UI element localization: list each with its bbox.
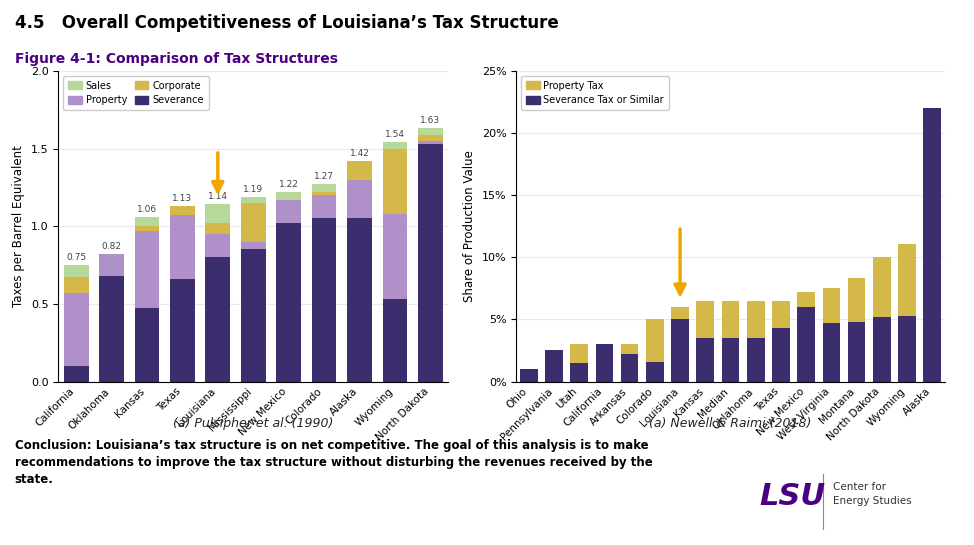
Bar <box>747 338 765 381</box>
Bar <box>772 328 790 381</box>
Bar <box>170 215 195 279</box>
Bar <box>898 316 916 381</box>
Bar <box>873 257 890 317</box>
Bar <box>520 369 538 382</box>
Bar <box>383 299 407 382</box>
Bar <box>545 350 563 381</box>
Text: Center for
Energy Studies: Center for Energy Studies <box>833 482 912 506</box>
Bar <box>170 279 195 382</box>
Text: 1.54: 1.54 <box>385 130 405 139</box>
Bar <box>798 292 815 307</box>
Bar <box>63 277 89 293</box>
Y-axis label: Taxes per Barrel Equivalent: Taxes per Barrel Equivalent <box>13 145 25 307</box>
Bar <box>312 195 336 219</box>
Bar <box>347 219 372 382</box>
Bar <box>571 344 588 363</box>
Bar <box>241 250 266 382</box>
Bar <box>722 301 739 338</box>
Bar <box>418 141 443 144</box>
Text: 1.14: 1.14 <box>207 192 228 201</box>
Bar <box>206 234 230 257</box>
Text: 0.82: 0.82 <box>101 242 122 251</box>
Bar <box>134 226 160 231</box>
Bar <box>134 231 160 308</box>
Bar <box>671 319 689 382</box>
Bar <box>847 322 865 381</box>
Bar <box>241 241 266 250</box>
Bar <box>99 254 124 276</box>
Bar <box>571 363 588 382</box>
Bar <box>798 307 815 382</box>
Bar <box>873 317 890 382</box>
Bar <box>206 257 230 382</box>
Bar <box>206 223 230 234</box>
Bar <box>620 354 639 381</box>
Text: 1.42: 1.42 <box>350 149 369 158</box>
Bar <box>312 219 336 382</box>
Bar <box>134 217 160 226</box>
Bar <box>696 338 714 381</box>
Bar <box>596 344 614 382</box>
Text: 1.27: 1.27 <box>314 172 334 181</box>
Bar <box>418 135 443 141</box>
Bar <box>241 197 266 203</box>
Text: 1.63: 1.63 <box>420 116 440 125</box>
Text: Conclusion: Louisiana’s tax structure is on net competitive. The goal of this an: Conclusion: Louisiana’s tax structure is… <box>15 439 653 486</box>
Bar <box>383 149 407 214</box>
Bar <box>383 142 407 149</box>
Legend: Sales, Property, Corporate, Severance: Sales, Property, Corporate, Severance <box>63 76 208 110</box>
Text: 0.75: 0.75 <box>66 253 87 262</box>
Bar <box>772 301 790 328</box>
Bar <box>277 223 301 382</box>
Bar <box>134 308 160 382</box>
Text: 1.13: 1.13 <box>172 194 193 203</box>
Bar <box>747 301 765 338</box>
Bar <box>206 204 230 223</box>
Bar <box>822 323 841 382</box>
Bar <box>347 180 372 219</box>
Bar <box>99 276 124 381</box>
Bar <box>418 144 443 382</box>
Bar <box>383 214 407 299</box>
Bar <box>646 362 663 381</box>
Text: 1.06: 1.06 <box>137 205 157 214</box>
Text: 1.22: 1.22 <box>279 180 299 189</box>
Bar <box>722 338 739 381</box>
Bar <box>277 192 301 200</box>
Bar <box>241 203 266 242</box>
Text: 4.5   Overall Competitiveness of Louisiana’s Tax Structure: 4.5 Overall Competitiveness of Louisiana… <box>15 14 558 32</box>
Text: LSU: LSU <box>760 482 826 511</box>
Bar <box>646 319 663 362</box>
Bar <box>898 244 916 316</box>
Bar <box>312 192 336 195</box>
Bar <box>418 128 443 135</box>
Bar <box>63 265 89 277</box>
Bar <box>847 278 865 322</box>
Text: Figure 4-1: Comparison of Tax Structures: Figure 4-1: Comparison of Tax Structures <box>15 52 338 66</box>
Bar <box>170 206 195 215</box>
Y-axis label: Share of Production Value: Share of Production Value <box>464 150 476 302</box>
Bar <box>671 307 689 319</box>
Legend: Property Tax, Severance Tax or Similar: Property Tax, Severance Tax or Similar <box>521 76 669 110</box>
Bar <box>63 366 89 381</box>
Text: (a) Newell & Raimi (2018): (a) Newell & Raimi (2018) <box>650 417 811 430</box>
Bar <box>63 293 89 366</box>
Bar <box>277 200 301 223</box>
Text: 1.19: 1.19 <box>244 185 263 193</box>
Bar <box>923 108 941 382</box>
Bar <box>822 288 841 323</box>
Bar <box>347 161 372 180</box>
Bar <box>312 184 336 192</box>
Bar <box>620 344 639 354</box>
Text: (a) Pulsipher et al. (1990): (a) Pulsipher et al. (1990) <box>173 417 333 430</box>
Bar <box>696 301 714 338</box>
